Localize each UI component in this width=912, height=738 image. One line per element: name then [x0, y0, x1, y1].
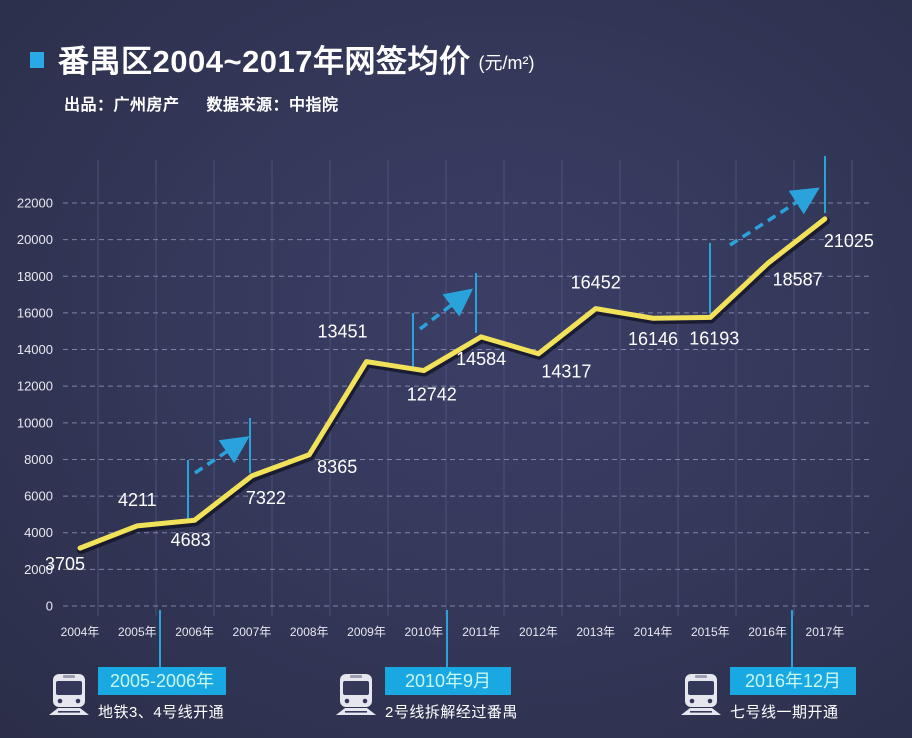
- y-tick-label: 16000: [17, 305, 53, 320]
- milestone-3: 2016年12月 七号线一期开通: [678, 667, 856, 722]
- y-tick-label: 18000: [17, 269, 53, 284]
- milestone-desc: 七号线一期开通: [730, 704, 839, 721]
- data-label: 4211: [118, 490, 157, 510]
- rising-arrow-icon: [729, 187, 820, 247]
- data-label: 8365: [317, 457, 357, 477]
- data-label: 7322: [246, 488, 286, 508]
- data-label: 21025: [824, 231, 874, 251]
- data-label: 16452: [571, 273, 621, 293]
- data-labels: 3705 4211 4683 7322 8365 13451 12742 14584 14317…: [45, 231, 874, 574]
- milestone-desc: 地铁3、4号线开通: [98, 704, 225, 721]
- milestone-2: 2010年9月 2号线拆解经过番禺: [333, 667, 518, 722]
- y-tick-label: 6000: [24, 489, 53, 504]
- x-axis-ticks: 2004年 2005年 2006年 2007年 2008年 2009年 2010年 2011年…: [61, 625, 845, 639]
- producer-label: 出品：广州房产: [64, 97, 180, 114]
- x-tick-label: 2011年: [462, 625, 500, 639]
- chart-unit: (元/m²): [478, 52, 535, 73]
- chart-title: 番禺区2004~2017年网签均价: [58, 44, 471, 79]
- milestone-date: 2005-2006年: [98, 667, 226, 695]
- rising-arrow-icon: [194, 436, 250, 475]
- data-label: 18587: [773, 270, 823, 290]
- x-tick-label: 2009年: [347, 625, 386, 639]
- x-tick-label: 2017年: [806, 625, 845, 639]
- data-label: 16146: [628, 329, 678, 349]
- vertical-gridlines: [97, 160, 853, 616]
- y-tick-label: 4000: [24, 525, 53, 540]
- train-icon: [336, 674, 376, 715]
- data-label: 14584: [456, 349, 506, 369]
- x-tick-label: 2014年: [634, 625, 673, 639]
- chart-title-row: 番禺区2004~2017年网签均价 (元/m²): [30, 36, 535, 81]
- title-marker-icon: [30, 51, 44, 68]
- x-tick-label: 2006年: [175, 625, 214, 639]
- data-label: 13451: [317, 322, 367, 342]
- milestone-date: 2010年9月: [385, 667, 511, 695]
- y-tick-label: 10000: [17, 415, 53, 430]
- data-label: 4683: [171, 530, 211, 550]
- x-tick-label: 2008年: [290, 625, 329, 639]
- x-tick-label: 2016年: [748, 625, 787, 639]
- y-tick-label: 0: [46, 599, 53, 614]
- milestone-desc: 2号线拆解经过番禺: [385, 704, 518, 721]
- train-icon: [49, 674, 89, 715]
- data-label: 12742: [407, 385, 457, 405]
- milestone-1: 2005-2006年 地铁3、4号线开通: [46, 667, 226, 722]
- x-tick-label: 2015年: [691, 625, 730, 639]
- data-label: 16193: [689, 328, 739, 348]
- milestone-date: 2016年12月: [730, 667, 856, 695]
- rise-annotations: [187, 156, 826, 519]
- y-tick-label: 2000: [24, 562, 53, 577]
- source-label: 数据来源：中指院: [206, 97, 339, 114]
- x-tick-label: 2012年: [519, 625, 558, 639]
- y-tick-label: 14000: [17, 342, 53, 357]
- data-label: 3705: [45, 554, 85, 574]
- price-line: [77, 216, 828, 551]
- train-icon: [681, 674, 721, 715]
- x-tick-label: 2013年: [576, 625, 615, 639]
- x-tick-label: 2004年: [61, 625, 100, 639]
- y-tick-label: 22000: [17, 196, 53, 211]
- rising-arrow-icon: [418, 288, 474, 331]
- y-tick-label: 8000: [24, 452, 53, 467]
- chart-subtitle: 出品：广州房产 数据来源：中指院: [64, 91, 338, 115]
- x-tick-label: 2007年: [233, 625, 272, 639]
- x-tick-label: 2010年: [404, 625, 443, 639]
- data-label: 14317: [541, 362, 591, 382]
- y-tick-label: 12000: [17, 379, 53, 394]
- y-tick-label: 20000: [17, 232, 53, 247]
- x-tick-label: 2005年: [118, 625, 157, 639]
- milestone-connectors: [159, 610, 793, 667]
- y-axis-ticks: 0 2000 4000 6000 8000 10000 12000 14000 16000 180…: [17, 196, 53, 614]
